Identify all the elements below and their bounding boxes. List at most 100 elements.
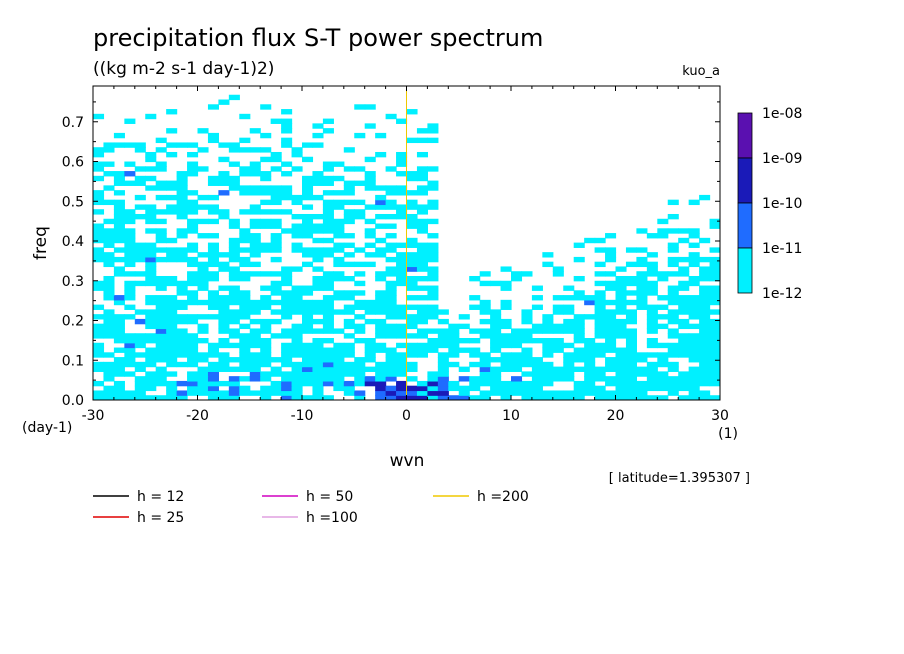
power-cell (709, 357, 720, 363)
power-cell (678, 380, 690, 387)
power-cell (197, 166, 209, 172)
power-cell (375, 194, 387, 201)
power-cell (636, 271, 648, 277)
power-cell (396, 390, 408, 396)
power-cell (322, 128, 334, 134)
power-cell (176, 390, 188, 396)
power-cell (354, 213, 366, 220)
power-cell (605, 347, 617, 353)
power-cell (437, 385, 449, 392)
power-cell (322, 218, 334, 225)
power-cell (615, 309, 627, 315)
power-cell (490, 342, 502, 349)
power-cell (657, 314, 669, 320)
power-cell (322, 347, 334, 353)
power-cell (605, 285, 617, 291)
power-cell (155, 342, 167, 349)
power-cell (145, 271, 157, 277)
power-cell (155, 395, 167, 400)
power-cell (385, 347, 397, 353)
power-cell (166, 256, 178, 263)
power-cell (343, 190, 355, 196)
power-cell (197, 252, 209, 258)
power-cell (333, 290, 345, 296)
power-cell (322, 213, 334, 220)
power-cell (166, 337, 178, 344)
power-cell (709, 223, 720, 229)
power-cell (500, 357, 512, 363)
power-cell (448, 361, 460, 368)
power-cell (228, 295, 240, 301)
power-cell (312, 337, 324, 344)
power-cell (458, 366, 470, 372)
power-cell (322, 371, 334, 377)
power-cell (490, 390, 502, 396)
power-cell (521, 328, 533, 334)
power-cell (260, 385, 272, 392)
power-cell (166, 361, 178, 368)
power-cell (709, 347, 720, 353)
power-cell (124, 333, 136, 339)
power-cell (134, 380, 146, 387)
power-cell (343, 385, 355, 392)
power-cell (385, 213, 397, 220)
power-cell (249, 390, 261, 396)
power-cell (333, 380, 345, 387)
power-cell (207, 209, 219, 215)
power-cell (124, 233, 136, 239)
power-cell (416, 171, 428, 177)
power-cell (416, 166, 428, 172)
power-cell (343, 180, 355, 186)
power-cell (155, 256, 167, 263)
power-cell (322, 323, 334, 330)
power-cell (688, 261, 700, 268)
power-cell (396, 156, 408, 163)
power-cell (155, 247, 167, 253)
power-cell (531, 371, 543, 377)
power-cell (688, 352, 700, 358)
power-cell (406, 199, 418, 206)
power-cell (709, 261, 720, 268)
power-cell (448, 395, 460, 400)
power-cell (448, 385, 460, 392)
power-cell (709, 247, 720, 253)
power-cell (260, 190, 272, 196)
power-cell (166, 247, 178, 253)
power-cell (249, 166, 261, 172)
power-cell (124, 218, 136, 225)
power-cell (124, 256, 136, 263)
power-cell (218, 380, 230, 387)
power-cell (322, 285, 334, 291)
power-cell (448, 342, 460, 349)
power-cell (385, 295, 397, 301)
power-cell (479, 309, 491, 315)
power-cell (302, 194, 314, 201)
power-cell (197, 194, 209, 201)
power-cell (573, 314, 585, 320)
power-cell (291, 233, 303, 239)
power-cell (291, 347, 303, 353)
power-cell (187, 342, 199, 349)
power-cell (197, 147, 209, 153)
power-cell (312, 180, 324, 186)
power-cell (93, 395, 105, 400)
power-cell (145, 323, 157, 330)
power-cell (113, 218, 125, 225)
power-cell (437, 342, 449, 349)
power-cell (207, 104, 219, 110)
power-cell (134, 309, 146, 315)
power-cell (228, 385, 240, 392)
power-cell (103, 233, 115, 239)
power-cell (364, 171, 376, 177)
power-cell (437, 318, 449, 325)
power-cell (490, 323, 502, 330)
power-cell (563, 366, 575, 372)
power-cell (709, 380, 720, 387)
power-cell (166, 318, 178, 325)
power-cell (113, 247, 125, 253)
power-cell (354, 323, 366, 330)
power-cell (699, 371, 711, 377)
power-cell (113, 213, 125, 220)
power-cell (239, 271, 251, 277)
power-cell (134, 390, 146, 396)
